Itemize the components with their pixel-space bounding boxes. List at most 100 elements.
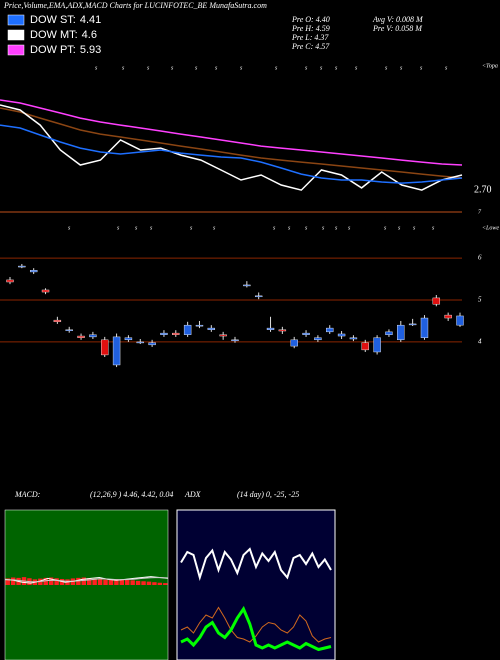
series-line [0, 124, 463, 184]
legend-name: DOW MT: [30, 29, 78, 41]
right-label: <Lowe [482, 225, 499, 231]
signal: s [384, 225, 387, 231]
candle-body [444, 314, 452, 319]
chart-title: Price,Volume,EMA,ADX,MACD Charts for LUC… [3, 1, 267, 10]
signal: s [305, 65, 308, 71]
signal: s [348, 225, 351, 231]
signal: s [190, 225, 193, 231]
histogram-bar [54, 578, 59, 585]
candle-body [243, 284, 251, 287]
signal: s [150, 225, 153, 231]
histogram-bar [5, 578, 10, 585]
candle-body [41, 289, 50, 293]
histogram-bar [125, 579, 130, 585]
histogram-bar [43, 577, 48, 585]
stat: Pre C: 4.57 [291, 42, 330, 51]
candle-body [314, 337, 322, 341]
candle-body [65, 329, 73, 331]
candle-body [266, 327, 275, 330]
signal: s [240, 65, 243, 71]
candle-body [148, 342, 156, 346]
histogram-bar [130, 580, 135, 585]
y-tick-label: 6 [478, 254, 482, 262]
candle-body [231, 339, 239, 342]
signal: s [171, 65, 174, 71]
candle-body [89, 334, 97, 338]
signal: s [322, 225, 325, 231]
candle-body [112, 336, 121, 366]
candle-body [420, 317, 429, 338]
legend-value: 4.41 [80, 14, 101, 26]
legend-swatch [7, 29, 25, 41]
legend-swatch [7, 14, 25, 26]
candle-body [385, 331, 393, 335]
series-line [180, 547, 332, 581]
signal: s [147, 65, 150, 71]
series-line [0, 99, 463, 166]
histogram-bar [157, 582, 163, 585]
right-label: <Topa [482, 63, 498, 69]
histogram-bar [163, 583, 168, 585]
stat: Avg V: 0.008 M [372, 15, 424, 24]
signal: s [400, 65, 403, 71]
signal: s [385, 65, 388, 71]
stat: Pre L: 4.37 [291, 33, 329, 42]
histogram-bar [141, 581, 146, 585]
candle-body [219, 334, 227, 337]
stat: Pre H: 4.59 [291, 24, 330, 33]
panel-title: MACD: [14, 490, 41, 499]
candle-body [361, 342, 369, 351]
histogram-bar [135, 580, 141, 585]
candle-body [101, 339, 109, 356]
signal: s [398, 225, 401, 231]
legend-label: DOW MT: 4.6 [30, 29, 97, 41]
candle-body [326, 327, 334, 333]
signal: s [355, 65, 358, 71]
signal: s [445, 65, 448, 71]
panel-subtitle: (14 day) 0, -25, -25 [237, 490, 299, 499]
histogram-bar [152, 582, 157, 585]
signal: s [213, 225, 216, 231]
signal: s [117, 225, 120, 231]
stat: Pre V: 0.058 M [372, 24, 423, 33]
signal: s [335, 65, 338, 71]
candle-body [6, 279, 14, 283]
y-tick-label: 5 [478, 296, 482, 304]
signal: s [320, 65, 323, 71]
series-line [4, 576, 169, 583]
histogram-bar [146, 581, 152, 585]
candle-body [408, 323, 417, 326]
signal: s [122, 65, 125, 71]
price-label: 2.70 [474, 184, 492, 195]
histogram-bar [87, 578, 92, 585]
candle-body [18, 265, 26, 268]
signal: s [135, 225, 138, 231]
signal: s [195, 65, 198, 71]
edge-label: 7 [478, 209, 482, 215]
histogram-bar [76, 577, 81, 585]
candle-body [278, 329, 287, 332]
signal: s [335, 225, 338, 231]
stat: Pre O: 4.40 [291, 15, 330, 24]
candle-body [29, 270, 38, 273]
legend-value: 5.93 [80, 44, 101, 56]
candle-body [53, 319, 62, 323]
candle-body [124, 337, 133, 341]
candle-body [254, 295, 263, 298]
candle-body [172, 332, 180, 335]
y-tick-label: 4 [478, 338, 482, 346]
histogram-bar [119, 579, 125, 585]
signal: s [288, 225, 291, 231]
histogram-bar [81, 577, 86, 585]
candle-body [373, 337, 381, 353]
candle-body [77, 335, 85, 338]
histogram-bar [103, 579, 108, 585]
legend-name: DOW PT: [30, 44, 76, 56]
candle-body [195, 324, 204, 327]
legend-label: DOW PT: 5.93 [30, 44, 101, 56]
candle-body [207, 327, 216, 330]
signal: s [305, 225, 308, 231]
series-line [180, 606, 332, 643]
